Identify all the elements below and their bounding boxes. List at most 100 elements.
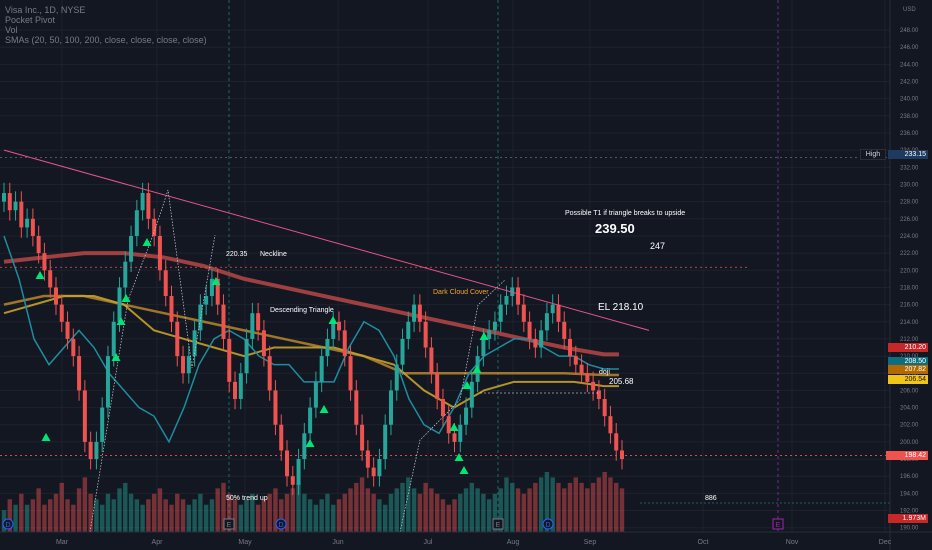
price-tick-label: 228.00: [900, 200, 919, 206]
candle-body: [302, 433, 307, 460]
price-axis-currency-label: USD: [903, 7, 916, 13]
candle-body: [48, 270, 53, 288]
volume-bar: [71, 504, 76, 532]
candle-body: [134, 210, 139, 236]
candle-body: [429, 347, 434, 374]
candle-body: [261, 330, 266, 357]
candle-body: [198, 304, 203, 331]
candle-body: [377, 459, 382, 477]
candle-body: [400, 338, 405, 365]
candle-body: [533, 338, 538, 348]
time-axis[interactable]: Mar Apr May Jun Jul Aug Sep Oct Nov Dec: [0, 531, 932, 546]
volume-bar: [498, 488, 503, 532]
candle-body: [388, 390, 393, 425]
volume-bar: [250, 493, 255, 532]
volume-bar: [128, 493, 134, 532]
candle-body: [163, 270, 168, 297]
candle-body: [602, 399, 607, 417]
volume-bar: [354, 482, 359, 532]
volume-bar: [544, 472, 550, 532]
volume-bar: [215, 488, 220, 532]
earnings-marker-label: E: [776, 522, 781, 529]
time-tick-label: Dec: [879, 539, 892, 546]
price-tick-label: 198.00: [900, 457, 919, 463]
pocket-pivot-marker: [111, 353, 121, 361]
pocket-pivot-marker: [454, 453, 464, 461]
annotation-doji-value: 205.68: [609, 377, 634, 386]
volume-bar: [336, 499, 342, 532]
pocket-pivot-marker: [121, 294, 131, 302]
candle-body: [100, 407, 105, 442]
candle-body: [371, 467, 376, 477]
candle-body: [7, 193, 12, 211]
volume-bar: [36, 488, 41, 532]
volume-bar: [232, 499, 238, 532]
pocket-pivot-marker: [41, 433, 51, 441]
volume-bar: [521, 493, 527, 532]
annotation-neckline: Neckline: [260, 251, 287, 258]
price-axis[interactable]: USD 248.00 246.00 244.00 242.00 240.00 238.00 2…: [889, 0, 919, 550]
volume-bar: [175, 493, 180, 532]
time-tick-label: Nov: [786, 539, 799, 546]
candle-body: [42, 253, 47, 271]
price-tick-label: 194.00: [900, 491, 919, 497]
pocket-pivot-marker: [479, 332, 489, 340]
price-tick-label: 200.00: [900, 440, 919, 446]
candle-body: [556, 304, 561, 322]
price-tick-label: 192.00: [900, 509, 919, 515]
candle-body: [521, 304, 526, 322]
candle-body: [313, 381, 318, 408]
volume-bar: [481, 493, 486, 532]
pocket-pivot-marker: [211, 277, 221, 285]
volume-bar: [325, 493, 330, 532]
price-tick-label: 238.00: [900, 114, 919, 120]
volume-bar: [117, 488, 122, 532]
volume-bar: [406, 477, 411, 532]
volume-bar: [608, 477, 613, 532]
volume-tag: 1.973M: [888, 514, 928, 523]
time-tick-label: Jun: [332, 539, 343, 546]
descending-trendline: [3, 149, 650, 331]
volume-bar: [30, 499, 36, 532]
price-tick-label: 216.00: [900, 303, 919, 309]
candle-body: [550, 304, 555, 314]
volume-bar: [273, 488, 278, 532]
indicator-vol: Vol: [5, 25, 18, 35]
volume-bar: [221, 482, 226, 532]
candle-body: [267, 356, 272, 391]
candle-body: [412, 304, 417, 322]
volume-bar: [619, 488, 625, 532]
volume-bar: [302, 493, 307, 532]
volume-bar: [313, 504, 319, 532]
price-tick-label: 236.00: [900, 131, 919, 137]
volume-bar: [371, 493, 376, 532]
volume-bar: [59, 482, 64, 532]
earnings-marker: [772, 518, 784, 530]
volume-bar: [331, 504, 336, 532]
candle-body: [325, 338, 330, 357]
pattern-path: [89, 189, 216, 533]
price-tick-label: 244.00: [900, 62, 919, 68]
volume-bar: [359, 477, 365, 532]
volume-bar: [319, 499, 324, 532]
candle-body: [181, 356, 186, 374]
volume-bar: [382, 504, 388, 532]
time-tick-label: Sep: [584, 539, 597, 546]
candle-body: [504, 296, 509, 305]
earnings-marker: [492, 518, 504, 530]
annotation-t1-note: Possible T1 if triangle breaks to upside: [565, 210, 686, 217]
earnings-marker-label: E: [227, 522, 232, 529]
pocket-pivot-marker: [462, 381, 472, 389]
volume-bar: [400, 482, 405, 532]
volume-bar: [111, 499, 116, 532]
volume-bar: [24, 504, 30, 532]
high-label: High: [860, 149, 886, 160]
candle-body: [2, 193, 6, 202]
price-tick-label: 202.00: [900, 423, 919, 429]
candle-body: [591, 381, 596, 391]
annotation-neckline-value: 220.35: [226, 251, 248, 258]
candle-body: [250, 313, 255, 339]
volume-bar: [88, 493, 93, 532]
